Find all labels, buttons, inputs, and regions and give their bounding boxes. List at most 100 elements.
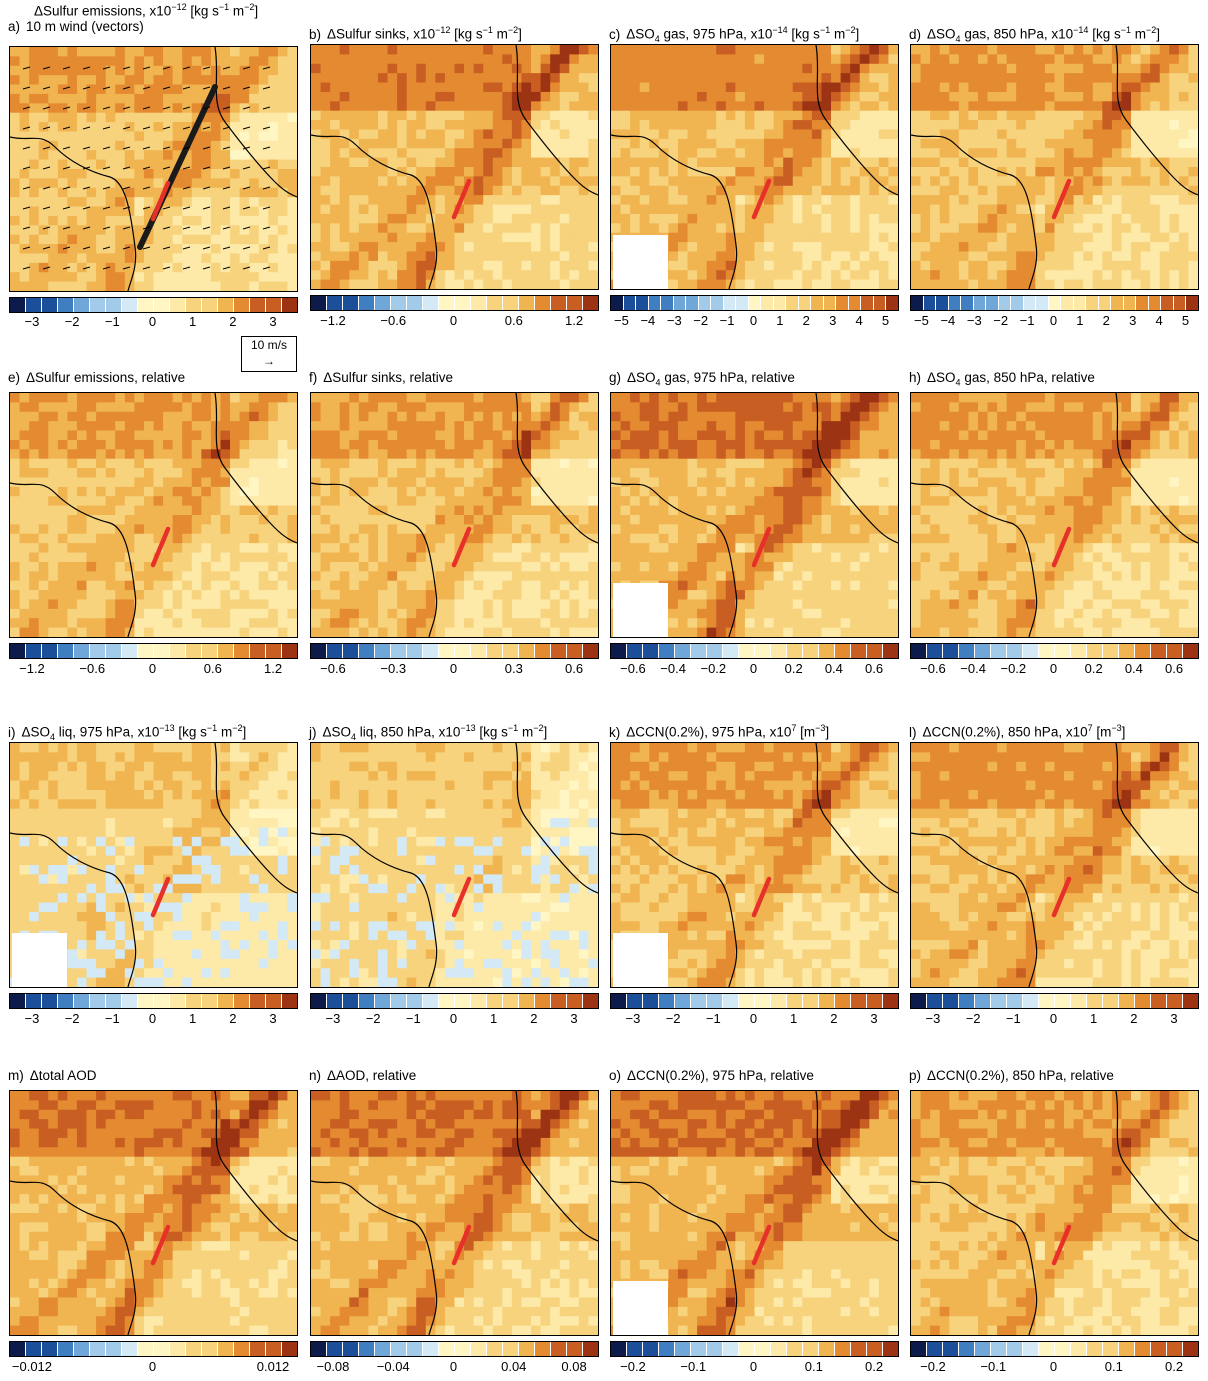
colorbar-segment [58, 1342, 74, 1356]
panel-title: n)ΔAOD, relative [309, 1068, 605, 1084]
map-o [610, 1090, 899, 1336]
colorbar-segment [991, 644, 1007, 658]
colorbar-segment [803, 1342, 819, 1356]
colorbar-segment [1183, 1342, 1198, 1356]
colorbar-segment [122, 644, 138, 658]
tick-label: 2 [530, 1011, 537, 1026]
colorbar-segment [1039, 1342, 1055, 1356]
colorbar-segment [471, 994, 487, 1008]
colorbar-segment [391, 1342, 407, 1356]
colorbar-segment [1039, 644, 1055, 658]
tick-label: 1.2 [565, 313, 583, 328]
colorbar-segment [234, 644, 250, 658]
colorbar-segment [282, 1342, 297, 1356]
colorbar-segment [154, 644, 170, 658]
colorbar [910, 1341, 1199, 1357]
panel-label: c) [609, 27, 620, 42]
colorbar-segment [343, 994, 359, 1008]
colorbar-segment [90, 298, 106, 312]
tick-label: −0.1 [980, 1359, 1006, 1374]
colorbar-segment [58, 994, 74, 1008]
colorbar-segment [943, 994, 959, 1008]
colorbar-segment [26, 994, 42, 1008]
tick-label: −0.2 [1000, 661, 1026, 676]
map-k [610, 742, 899, 988]
tick-label: 3 [1170, 1011, 1177, 1026]
colorbar-segment [1119, 1342, 1135, 1356]
colorbar-segment [1151, 994, 1167, 1008]
tick-label: 0.6 [204, 661, 222, 676]
tick-label: −0.6 [920, 661, 946, 676]
colorbar-segment [311, 1342, 327, 1356]
colorbar-segment [471, 644, 487, 658]
panel-a: ΔSulfur emissions, x10−12 [kg s−1 m−2]a)… [4, 0, 304, 335]
colorbar-segment [519, 296, 535, 310]
colorbar-segment [583, 644, 598, 658]
colorbar-segment [407, 1342, 423, 1356]
colorbar-segment [624, 296, 637, 310]
tick-label: 0.6 [565, 661, 583, 676]
tick-label: 2 [803, 313, 810, 328]
colorbar-segment [824, 296, 837, 310]
map-i [9, 742, 298, 988]
colorbar-segment [691, 644, 707, 658]
colorbar-segment [567, 994, 583, 1008]
colorbar-segment [686, 296, 699, 310]
tick-label: −5 [614, 313, 629, 328]
colorbar-segment [755, 644, 771, 658]
colorbar-segment [774, 296, 787, 310]
tick-label: 0 [1050, 1359, 1057, 1374]
colorbar-segment [883, 994, 898, 1008]
colorbar-segment [867, 644, 883, 658]
colorbar-segment [835, 1342, 851, 1356]
colorbar-segment [1103, 994, 1119, 1008]
panel-label: l) [909, 725, 917, 740]
panel-label: a) [8, 19, 20, 34]
colorbar-segment [1071, 1342, 1087, 1356]
tick-label: 1 [189, 314, 196, 329]
colorbar-segment [691, 1342, 707, 1356]
colorbar [310, 1341, 599, 1357]
colorbar-segment [439, 296, 455, 310]
colorbar-segment [439, 1342, 455, 1356]
colorbar-segment [771, 994, 787, 1008]
tick-label: 3 [829, 313, 836, 328]
tick-label: 0 [1050, 1011, 1057, 1026]
panel-title: l)ΔCCN(0.2%), 850 hPa, x107 [m−3] [909, 720, 1205, 741]
colorbar-segment [961, 296, 974, 310]
colorbar-segment [643, 994, 659, 1008]
tick-label: −3 [667, 313, 682, 328]
colorbar-segment [787, 994, 803, 1008]
tick-label: 1 [490, 1011, 497, 1026]
tick-label: 2 [830, 1011, 837, 1026]
colorbar-segment [42, 298, 58, 312]
tick-label: 3 [1129, 313, 1136, 328]
colorbar-segment [819, 994, 835, 1008]
tick-label: −1 [105, 1011, 120, 1026]
map-d [910, 44, 1199, 290]
colorbar-segment [991, 994, 1007, 1008]
colorbar-segment [1071, 644, 1087, 658]
colorbar-segment [106, 644, 122, 658]
colorbar-segment [138, 298, 154, 312]
panel-label: e) [8, 370, 20, 385]
colorbar-segment [583, 1342, 598, 1356]
colorbar-segment [327, 994, 343, 1008]
colorbar-segment [883, 1342, 898, 1356]
colorbar-segment [10, 298, 26, 312]
colorbar-segment [786, 296, 799, 310]
tick-label: 0.2 [865, 1359, 883, 1374]
colorbar-segment [787, 644, 803, 658]
colorbar [610, 993, 899, 1009]
colorbar-segment [74, 994, 90, 1008]
colorbar [910, 643, 1199, 659]
panel-b: b)ΔSulfur sinks, x10−12 [kg s−1 m−2]−1.2… [305, 0, 605, 335]
colorbar-segment [455, 994, 471, 1008]
colorbar-segment [266, 298, 282, 312]
colorbar-segment [771, 644, 787, 658]
colorbar-segment [1167, 644, 1183, 658]
